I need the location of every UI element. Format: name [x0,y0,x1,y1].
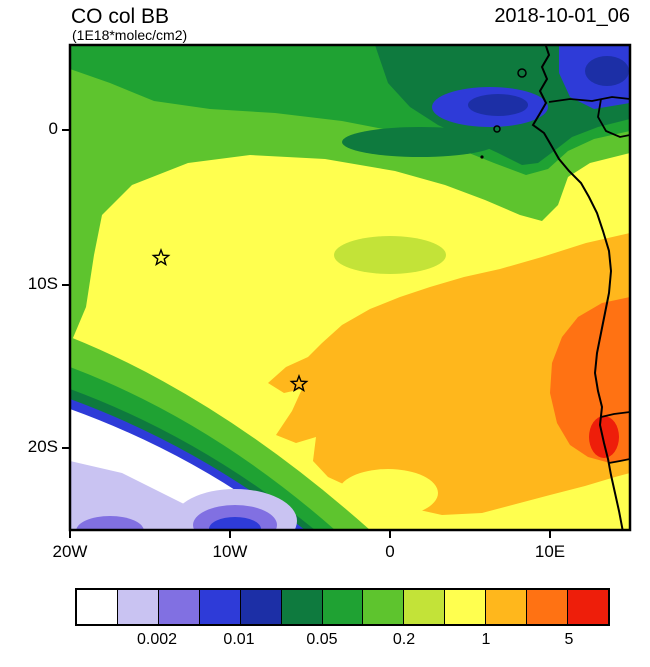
region-darkgreen-blob [342,127,498,157]
island-dot [480,155,484,159]
star-marker-2 [289,374,309,393]
colorbar-cell [568,590,608,624]
y-axis-tick-label: 20S [27,437,58,456]
region-yellow-hole [338,469,438,517]
island-outline [493,125,501,133]
x-axis-tick-label: 20W [52,542,88,561]
colorbar-cell [199,590,241,624]
colorbar-tick-label: 0.2 [392,631,416,648]
colorbar-cell [322,590,364,624]
colorbar-cell [240,590,282,624]
map-frame [68,43,632,532]
colorbar-cell [527,590,569,624]
coastline [531,45,624,530]
colorbar-cell [77,590,118,624]
colorbar-tick-label: 5 [564,631,574,648]
country-border [600,411,630,418]
country-border [548,96,630,103]
x-axis-tick-label: 0 [385,542,395,561]
plot-timestamp: 2018-10-01_06 [494,5,630,27]
region-purple-corner [76,516,144,530]
y-axis-tick-label: 10S [27,274,58,293]
colorbar-cell [445,590,487,624]
colorbar [75,588,610,626]
plot-title: CO col BB [71,5,170,28]
region-island-contour [334,236,446,274]
contour-regions [70,45,630,530]
region-navy-blob [468,94,528,116]
region-navy-corner [585,56,629,86]
plot-units: (1E18*molec/cm2) [72,27,188,43]
contour-map [62,43,632,538]
country-border [597,98,630,138]
region-blue-blob-sw [209,517,261,530]
x-axis-tick-label: 10W [212,542,248,561]
country-border [608,458,630,464]
x-axis-tick-label: 10E [534,542,566,561]
colorbar-cell [404,590,446,624]
colorbar-cell [158,590,200,624]
colorbar-tick-label: 1 [481,631,491,648]
y-axis-tick-label: 0 [48,119,58,138]
axis-ticks [62,129,551,538]
colorbar-cell [281,590,323,624]
colorbar-tick-label: 0.002 [136,631,178,648]
colorbar-tick-label: 0.01 [223,631,255,648]
star-marker-1 [151,248,171,267]
region-red-spot [589,416,619,458]
colorbar-tick-label: 0.05 [306,631,338,648]
colorbar-cell [117,590,159,624]
colorbar-cell [363,590,405,624]
island-outline [517,68,527,78]
region-orange-plume [268,233,630,515]
colorbar-cell [486,590,528,624]
